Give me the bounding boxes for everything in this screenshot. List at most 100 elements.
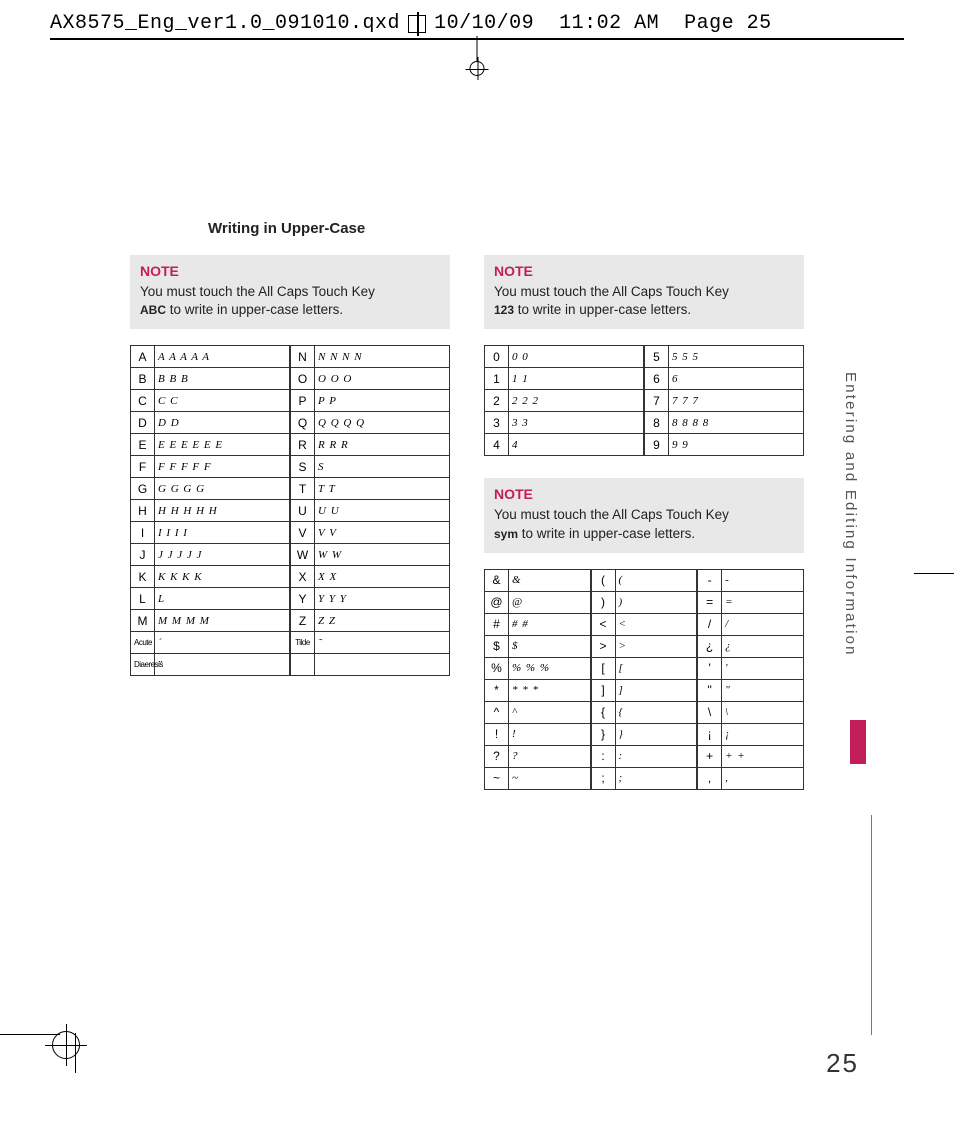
char-key: E	[131, 434, 155, 456]
char-key: Y	[291, 588, 315, 610]
char-strokes: 5 5 5	[669, 346, 804, 368]
char-key: M	[131, 610, 155, 632]
char-strokes: F F F F F	[155, 456, 290, 478]
123-key-icon: 123	[494, 302, 514, 318]
char-key: #	[485, 613, 509, 635]
char-strokes: H H H H H	[155, 500, 290, 522]
char-key: T	[291, 478, 315, 500]
char-key: 9	[645, 434, 669, 456]
char-strokes: P P	[315, 390, 450, 412]
side-tab-label: Entering and Editing Information	[842, 372, 859, 657]
char-strokes: 8 8 8 8	[669, 412, 804, 434]
char-strokes: 3 3	[509, 412, 644, 434]
char-key: ¿	[698, 635, 722, 657]
char-key: R	[291, 434, 315, 456]
char-key: '	[698, 657, 722, 679]
char-key	[291, 654, 315, 676]
side-tab-marker	[850, 720, 866, 764]
char-key: Acute	[131, 632, 155, 654]
char-strokes: {	[615, 701, 697, 723]
char-strokes: X X	[315, 566, 450, 588]
letters-table: AA A A A ABB B BCC CDD DEE E E E E EFF F…	[130, 345, 450, 676]
char-strokes: E E E E E E	[155, 434, 290, 456]
char-key: I	[131, 522, 155, 544]
char-strokes: "	[722, 679, 804, 701]
char-key: \	[698, 701, 722, 723]
char-strokes: A A A A A	[155, 346, 290, 368]
char-strokes: * * *	[509, 679, 591, 701]
char-strokes	[315, 654, 450, 676]
char-key: }	[591, 723, 615, 745]
char-key: A	[131, 346, 155, 368]
page: AX8575_Eng_ver1.0_091010.qxd 10/10/09 1 1…	[0, 0, 954, 1145]
symbols-table: &&@@## #$$%% % %** * *^^!!??~~ (())<<>>[…	[484, 569, 804, 790]
char-key: ;	[591, 767, 615, 789]
char-strokes: Z Z	[315, 610, 450, 632]
char-strokes: \	[722, 701, 804, 723]
char-strokes: + +	[722, 745, 804, 767]
char-key: %	[485, 657, 509, 679]
char-strokes: )	[615, 591, 697, 613]
char-strokes: Y Y Y	[315, 588, 450, 610]
char-strokes: O O O	[315, 368, 450, 390]
char-strokes: >	[615, 635, 697, 657]
char-key: "	[698, 679, 722, 701]
char-strokes: ¡	[722, 723, 804, 745]
char-strokes: N N N N	[315, 346, 450, 368]
char-key: P	[291, 390, 315, 412]
char-strokes: 9 9	[669, 434, 804, 456]
char-strokes: R R R	[315, 434, 450, 456]
char-strokes: 7 7 7	[669, 390, 804, 412]
char-strokes: 2 2 2	[509, 390, 644, 412]
content-area: Writing in Upper-Case NOTE You must touc…	[130, 220, 894, 1045]
char-key: C	[131, 390, 155, 412]
char-key: 1	[485, 368, 509, 390]
char-key: Tilde	[291, 632, 315, 654]
char-strokes: (	[615, 569, 697, 591]
char-key: *	[485, 679, 509, 701]
char-strokes: @	[509, 591, 591, 613]
char-strokes: $	[509, 635, 591, 657]
char-key: U	[291, 500, 315, 522]
page-number: 25	[826, 1048, 859, 1079]
char-key: !	[485, 723, 509, 745]
note-label: NOTE	[494, 263, 794, 279]
note-label: NOTE	[140, 263, 440, 279]
note-label: NOTE	[494, 486, 794, 502]
char-strokes: =	[722, 591, 804, 613]
char-key: <	[591, 613, 615, 635]
char-key: >	[591, 635, 615, 657]
char-strokes: }	[615, 723, 697, 745]
left-column: NOTE You must touch the All Caps Touch K…	[130, 255, 450, 790]
char-strokes: '	[722, 657, 804, 679]
char-strokes: ,	[722, 767, 804, 789]
char-key: [	[591, 657, 615, 679]
char-key: J	[131, 544, 155, 566]
char-strokes: -	[722, 569, 804, 591]
char-strokes: &	[509, 569, 591, 591]
char-strokes: ~	[509, 767, 591, 789]
header-file: AX8575_Eng_ver1.0_091010.qxd	[50, 12, 400, 35]
char-key: 8	[645, 412, 669, 434]
char-key: 0	[485, 346, 509, 368]
note-123: NOTE You must touch the All Caps Touch K…	[484, 255, 804, 329]
char-key: 6	[645, 368, 669, 390]
char-strokes: I I I I	[155, 522, 290, 544]
right-column: NOTE You must touch the All Caps Touch K…	[484, 255, 804, 790]
char-strokes: L	[155, 588, 290, 610]
char-key: D	[131, 412, 155, 434]
print-header: AX8575_Eng_ver1.0_091010.qxd 10/10/09 11…	[50, 12, 904, 35]
char-strokes: 6	[669, 368, 804, 390]
char-key: ¡	[698, 723, 722, 745]
char-key: B	[131, 368, 155, 390]
char-key: X	[291, 566, 315, 588]
char-strokes: 0 0	[509, 346, 644, 368]
char-strokes: 4	[509, 434, 644, 456]
char-strokes: :	[615, 745, 697, 767]
char-strokes: ´	[155, 632, 290, 654]
char-strokes: S	[315, 456, 450, 478]
char-strokes: T T	[315, 478, 450, 500]
header-date: 10/10/09	[434, 12, 534, 35]
registration-mark-icon	[52, 1031, 80, 1059]
char-key: N	[291, 346, 315, 368]
